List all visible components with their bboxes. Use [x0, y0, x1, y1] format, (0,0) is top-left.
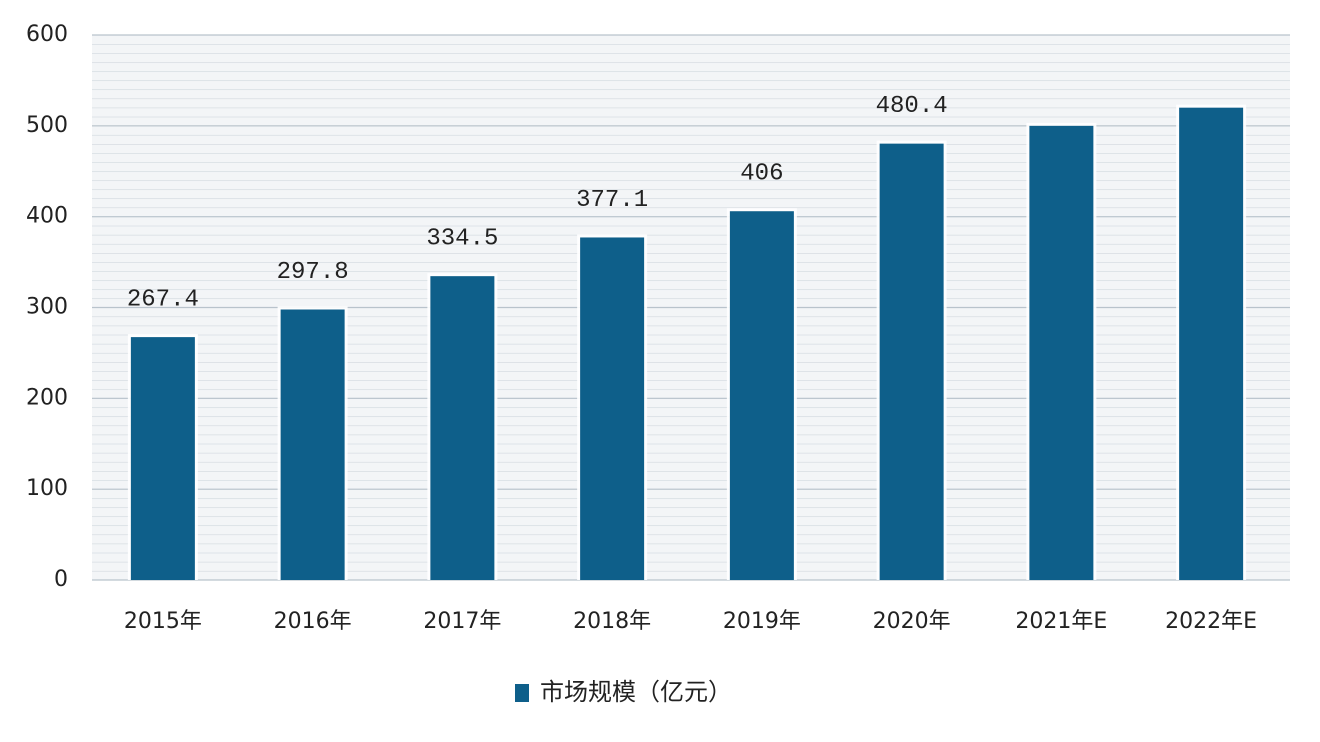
legend-swatch — [515, 684, 529, 702]
value-label: 334.5 — [426, 226, 498, 253]
x-tick-label: 2022年E — [1165, 609, 1257, 634]
y-tick-label: 600 — [26, 22, 68, 47]
value-label: 480.4 — [876, 93, 948, 120]
bar — [1179, 107, 1244, 581]
x-tick-label: 2017年 — [423, 609, 501, 634]
y-tick-label: 200 — [26, 385, 68, 410]
value-label: 297.8 — [277, 259, 349, 286]
bar — [580, 237, 645, 580]
value-label: 267.4 — [127, 286, 199, 313]
value-label: 377.1 — [576, 187, 648, 214]
x-tick-label: 2021年E — [1015, 609, 1107, 634]
x-tick-label: 2016年 — [274, 609, 352, 634]
value-label: 406 — [740, 161, 783, 188]
x-tick-label: 2019年 — [723, 609, 801, 634]
y-tick-label: 400 — [26, 204, 68, 229]
bar — [430, 276, 495, 580]
y-tick-label: 500 — [26, 113, 68, 138]
bar — [879, 143, 944, 581]
bar — [729, 211, 794, 580]
y-tick-label: 300 — [26, 295, 68, 320]
y-tick-label: 0 — [54, 567, 68, 592]
legend-label: 市场规模（亿元） — [540, 678, 732, 706]
bar — [280, 309, 345, 580]
x-tick-label: 2015年 — [124, 609, 202, 634]
bar — [1029, 125, 1094, 580]
x-tick-label: 2018年 — [573, 609, 651, 634]
y-tick-label: 100 — [26, 476, 68, 501]
bar — [130, 337, 195, 580]
x-tick-label: 2020年 — [873, 609, 951, 634]
